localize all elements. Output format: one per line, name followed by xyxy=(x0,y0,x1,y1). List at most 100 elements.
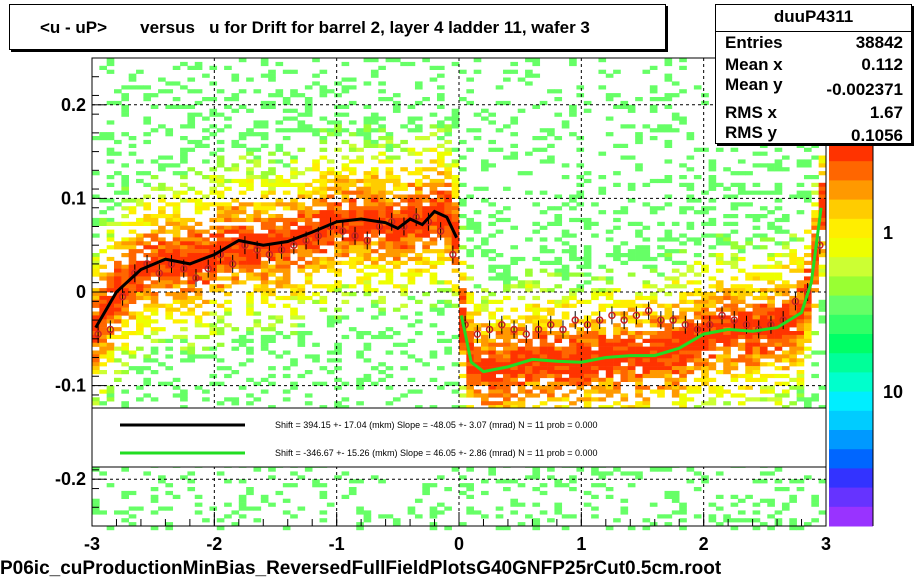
heatmap-cell xyxy=(752,350,761,355)
heatmap-cell xyxy=(444,128,452,133)
heatmap-cell xyxy=(238,479,247,484)
heatmap-cell xyxy=(664,97,673,102)
heatmap-cell xyxy=(429,198,438,203)
heatmap-cell xyxy=(583,490,592,496)
heatmap-cell xyxy=(473,389,482,394)
heatmap-cell xyxy=(268,104,276,109)
heatmap-cell xyxy=(143,276,152,281)
heatmap-cell xyxy=(172,319,181,324)
heatmap-cell xyxy=(114,299,122,304)
heatmap-cell xyxy=(598,58,607,63)
heatmap-cell xyxy=(326,319,335,324)
heatmap-cell xyxy=(473,307,482,312)
heatmap-cell xyxy=(429,112,438,117)
heatmap-cell xyxy=(136,370,144,375)
heatmap-cell xyxy=(576,350,585,355)
heatmap-cell xyxy=(194,253,203,258)
heatmap-cell xyxy=(136,506,144,511)
heatmap-cell xyxy=(759,214,768,219)
heatmap-cell xyxy=(605,253,614,258)
heatmap-cell xyxy=(613,385,621,390)
heatmap-cell xyxy=(745,342,753,347)
heatmap-cell xyxy=(180,299,188,304)
heatmap-cell xyxy=(671,510,680,515)
heatmap-cell xyxy=(693,253,702,258)
heatmap-cell xyxy=(275,143,284,148)
heatmap-cell xyxy=(290,307,298,312)
heatmap-cell xyxy=(708,389,717,394)
heatmap-cell xyxy=(627,373,636,379)
heatmap-cell xyxy=(282,253,291,258)
heatmap-cell xyxy=(172,190,181,195)
heatmap-cell xyxy=(224,253,232,258)
heatmap-cell xyxy=(781,288,790,293)
heatmap-cell xyxy=(246,229,254,234)
heatmap-cell xyxy=(811,397,819,402)
heatmap-cell xyxy=(253,233,262,238)
heatmap-cell xyxy=(488,202,496,207)
heatmap-cell xyxy=(679,210,687,215)
heatmap-cell xyxy=(693,487,702,492)
heatmap-cell xyxy=(642,366,651,371)
color-scale-bin xyxy=(829,468,873,489)
heatmap-cell xyxy=(781,393,790,398)
heatmap-cell xyxy=(275,229,284,234)
heatmap-cell xyxy=(517,381,526,386)
heatmap-cell xyxy=(128,350,137,355)
heatmap-cell xyxy=(260,288,269,293)
heatmap-cell xyxy=(121,362,129,367)
heatmap-cell xyxy=(539,338,548,343)
heatmap-cell xyxy=(466,370,474,375)
heatmap-cell xyxy=(304,167,313,172)
heatmap-cell xyxy=(635,475,643,480)
heatmap-cell xyxy=(385,202,394,207)
heatmap-cell xyxy=(282,276,291,281)
heatmap-cell xyxy=(414,85,423,90)
heatmap-cell xyxy=(238,494,247,499)
heatmap-cell xyxy=(686,206,695,211)
heatmap-cell xyxy=(686,354,695,359)
heatmap-cell xyxy=(341,104,350,109)
heatmap-cell xyxy=(282,389,291,394)
heatmap-cell xyxy=(392,241,401,246)
heatmap-cell xyxy=(260,132,269,137)
heatmap-cell xyxy=(429,124,438,129)
heatmap-cell xyxy=(231,346,240,351)
heatmap-cell xyxy=(172,307,181,312)
heatmap-cell xyxy=(715,358,724,363)
heatmap-cell xyxy=(759,354,768,359)
heatmap-cell xyxy=(517,284,526,289)
heatmap-cell xyxy=(106,61,115,67)
heatmap-cell xyxy=(657,124,665,129)
heatmap-cell xyxy=(635,256,643,262)
heatmap-cell xyxy=(143,295,152,301)
heatmap-cell xyxy=(348,167,357,172)
heatmap-cell xyxy=(348,85,357,90)
heatmap-cell xyxy=(649,284,658,289)
heatmap-cell xyxy=(238,89,247,94)
heatmap-cell xyxy=(106,311,115,316)
heatmap-cell xyxy=(209,81,218,86)
heatmap-cell xyxy=(319,128,328,133)
heatmap-cell xyxy=(150,104,159,109)
heatmap-cell xyxy=(473,346,482,351)
color-scale-bin xyxy=(829,430,873,450)
green-fit-line xyxy=(459,207,823,374)
heatmap-cell xyxy=(532,319,541,324)
heatmap-cell xyxy=(627,331,636,336)
heatmap-cell xyxy=(620,342,629,347)
heatmap-cell xyxy=(466,487,474,492)
heatmap-cell xyxy=(569,342,577,347)
heatmap-cell xyxy=(106,354,115,359)
heatmap-cell xyxy=(481,334,489,340)
heatmap-cell xyxy=(613,299,621,304)
heatmap-cell xyxy=(128,221,137,226)
heatmap-cell xyxy=(106,175,115,180)
heatmap-cell xyxy=(209,506,218,511)
heatmap-cell xyxy=(686,182,695,187)
heatmap-cell xyxy=(759,522,768,527)
heatmap-cell xyxy=(99,299,107,304)
heatmap-cell xyxy=(363,284,372,289)
heatmap-cell xyxy=(106,483,115,488)
heatmap-cell xyxy=(708,514,717,519)
